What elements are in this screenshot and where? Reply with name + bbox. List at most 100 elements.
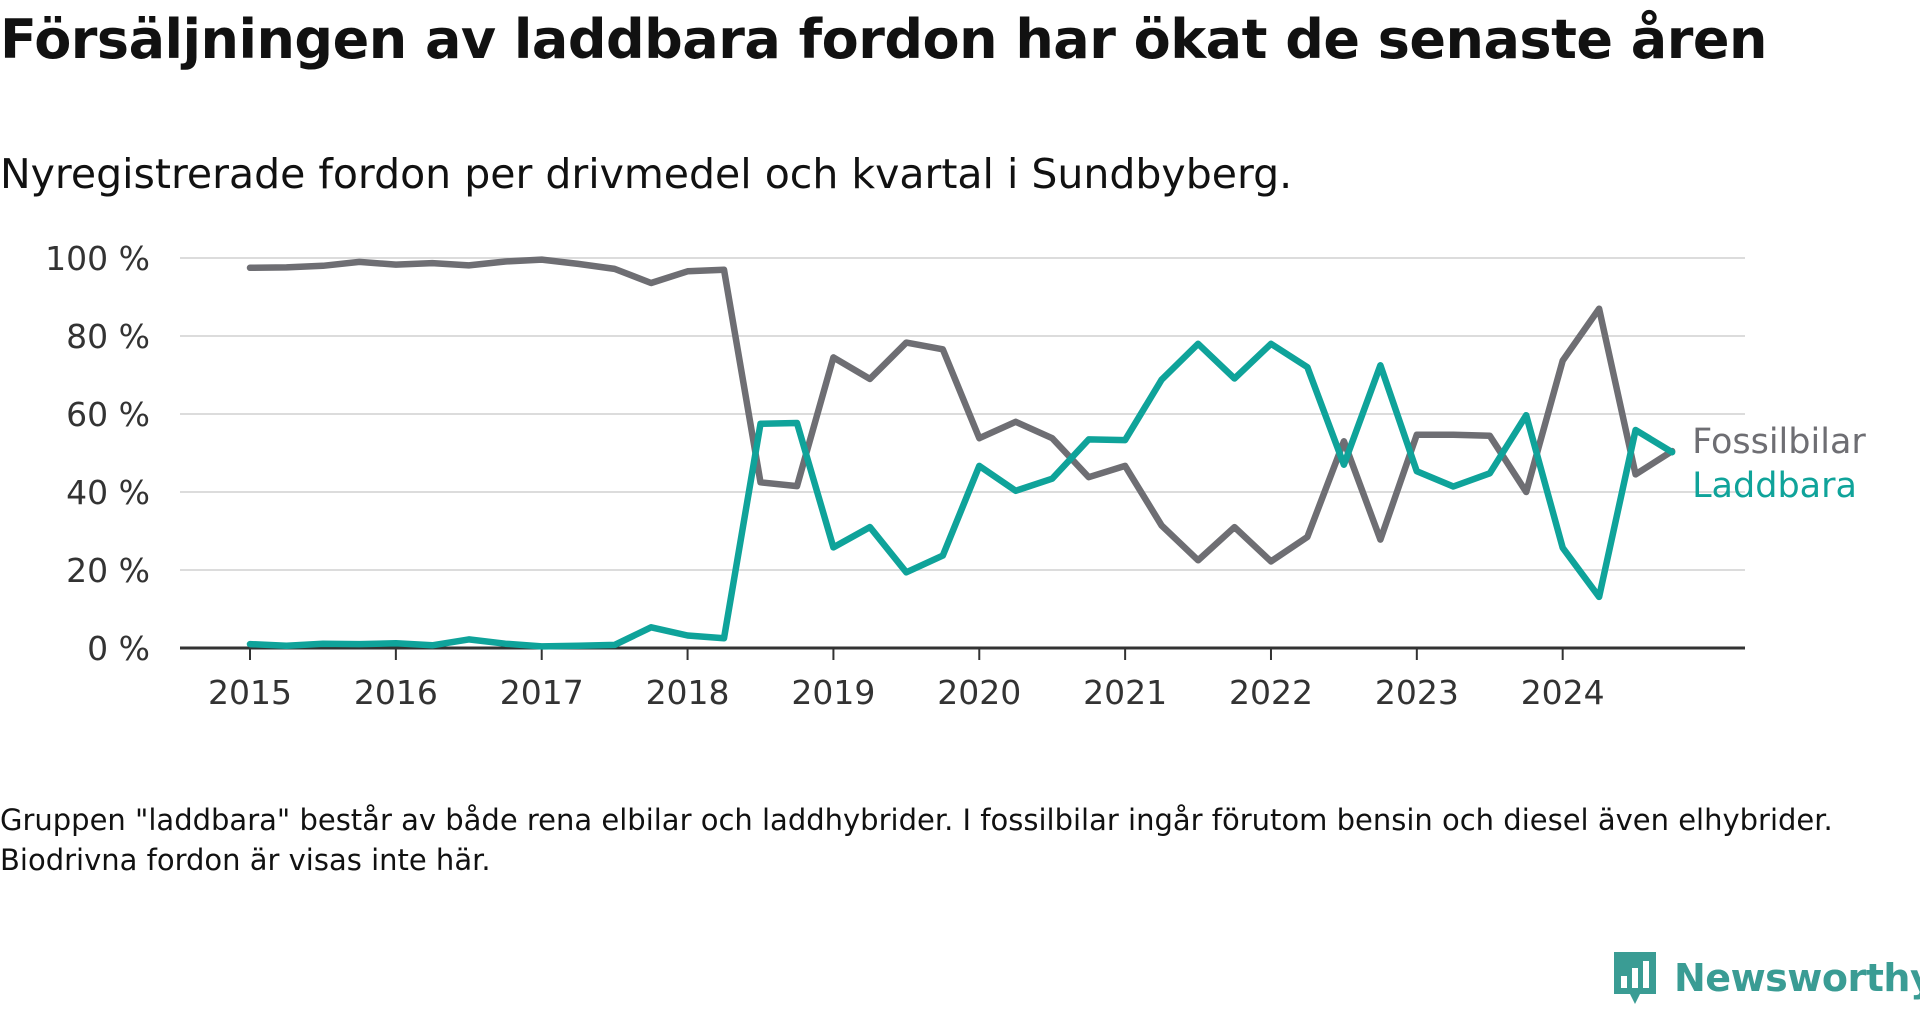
newsworthy-logo-text: Newsworthy	[1674, 956, 1920, 1000]
footnote: Gruppen "laddbara" består av både rena e…	[0, 803, 1833, 877]
data-point-fossilbilar	[1231, 523, 1239, 531]
data-point-fossilbilar	[720, 266, 728, 274]
data-point-fossilbilar	[1048, 434, 1056, 442]
data-point-fossilbilar	[538, 256, 546, 264]
data-point-fossilbilar	[939, 345, 947, 353]
data-point-fossilbilar	[829, 353, 837, 361]
data-point-fossilbilar	[1158, 522, 1166, 530]
data-point-fossilbilar	[355, 258, 363, 266]
data-point-fossilbilar	[501, 258, 509, 266]
data-point-fossilbilar	[1486, 432, 1494, 440]
y-tick-label: 80 %	[66, 317, 150, 356]
data-point-fossilbilar	[1449, 431, 1457, 439]
data-point-fossilbilar	[1085, 473, 1093, 481]
series-line-fossilbilar	[246, 256, 1676, 565]
data-point-laddbara	[1595, 593, 1603, 601]
data-point-fossilbilar	[1376, 536, 1384, 544]
data-point-laddbara	[319, 640, 327, 648]
data-point-fossilbilar	[1340, 437, 1348, 445]
data-point-laddbara	[902, 568, 910, 576]
data-point-laddbara	[465, 635, 473, 643]
y-tick-label: 20 %	[66, 551, 150, 590]
data-point-fossilbilar	[866, 375, 874, 383]
data-point-fossilbilar	[1012, 418, 1020, 426]
data-point-fossilbilar	[392, 261, 400, 269]
data-point-laddbara	[829, 543, 837, 551]
data-point-laddbara	[1267, 340, 1275, 348]
data-point-fossilbilar	[684, 267, 692, 275]
data-point-laddbara	[1303, 363, 1311, 371]
series-line-laddbara	[246, 340, 1676, 650]
data-point-fossilbilar	[1632, 470, 1640, 478]
data-point-laddbara	[538, 642, 546, 650]
data-point-laddbara	[647, 623, 655, 631]
chart-subtitle: Nyregistrerade fordon per drivmedel och …	[0, 150, 1293, 198]
y-axis-tick-labels: 0 % 20 % 40 % 60 % 80 % 100 %	[45, 239, 150, 668]
data-point-laddbara	[1449, 483, 1457, 491]
data-point-laddbara	[1231, 375, 1239, 383]
series-lines	[246, 256, 1676, 650]
data-point-fossilbilar	[282, 263, 290, 271]
data-point-fossilbilar	[756, 478, 764, 486]
data-point-laddbara	[574, 642, 582, 650]
data-point-laddbara	[392, 639, 400, 647]
data-point-laddbara	[355, 640, 363, 648]
data-point-laddbara	[1121, 436, 1129, 444]
legend-label-laddbara: Laddbara	[1692, 466, 1857, 506]
data-point-laddbara	[1158, 376, 1166, 384]
y-tick-label: 0 %	[87, 629, 150, 668]
data-point-laddbara	[1668, 448, 1676, 456]
x-tick-label: 2023	[1375, 673, 1459, 712]
data-point-laddbara	[1048, 475, 1056, 483]
data-point-laddbara	[1559, 544, 1567, 552]
data-point-fossilbilar	[1522, 488, 1530, 496]
data-point-laddbara	[1340, 461, 1348, 469]
data-point-laddbara	[720, 634, 728, 642]
data-point-laddbara	[1522, 411, 1530, 419]
data-point-fossilbilar	[975, 434, 983, 442]
line-chart: 0 % 20 % 40 % 60 % 80 % 100 % 2015 2016 2017 201…	[45, 239, 1866, 712]
data-point-fossilbilar	[1595, 305, 1603, 313]
data-point-laddbara	[282, 642, 290, 650]
data-point-laddbara	[1632, 426, 1640, 434]
y-tick-label: 100 %	[45, 239, 150, 278]
data-point-laddbara	[1085, 435, 1093, 443]
x-tick-label: 2021	[1083, 673, 1167, 712]
x-axis: 2015 2016 2017 2018 2019 2020 2021 2022 2023 2024	[180, 646, 1745, 712]
data-point-fossilbilar	[1559, 357, 1567, 365]
data-point-laddbara	[1194, 340, 1202, 348]
x-tick-label: 2015	[208, 673, 292, 712]
x-tick-label: 2016	[354, 673, 438, 712]
data-point-laddbara	[428, 641, 436, 649]
data-point-laddbara	[501, 640, 509, 648]
legend-label-fossilbilar: Fossilbilar	[1692, 422, 1866, 462]
x-tick-label: 2022	[1229, 673, 1313, 712]
gridlines	[180, 257, 1745, 571]
x-tick-label: 2020	[937, 673, 1021, 712]
data-point-fossilbilar	[647, 279, 655, 287]
data-point-fossilbilar	[246, 264, 254, 272]
y-tick-label: 60 %	[66, 395, 150, 434]
data-point-fossilbilar	[1413, 431, 1421, 439]
newsworthy-logo-icon	[1614, 952, 1656, 1004]
data-point-fossilbilar	[1303, 533, 1311, 541]
x-tick-label: 2018	[646, 673, 730, 712]
data-point-laddbara	[684, 632, 692, 640]
data-point-laddbara	[1012, 487, 1020, 495]
data-point-laddbara	[866, 523, 874, 531]
data-point-fossilbilar	[1194, 556, 1202, 564]
data-point-laddbara	[939, 552, 947, 560]
newsworthy-logo[interactable]: Newsworthy	[1610, 948, 1920, 1008]
data-point-laddbara	[1413, 467, 1421, 475]
x-tick-label: 2019	[791, 673, 875, 712]
data-point-laddbara	[1486, 469, 1494, 477]
data-point-fossilbilar	[1121, 462, 1129, 470]
data-point-fossilbilar	[1267, 557, 1275, 565]
x-tick-label: 2017	[500, 673, 584, 712]
data-point-fossilbilar	[793, 482, 801, 490]
data-point-laddbara	[611, 641, 619, 649]
data-point-laddbara	[975, 462, 983, 470]
y-tick-label: 40 %	[66, 473, 150, 512]
data-point-laddbara	[756, 420, 764, 428]
